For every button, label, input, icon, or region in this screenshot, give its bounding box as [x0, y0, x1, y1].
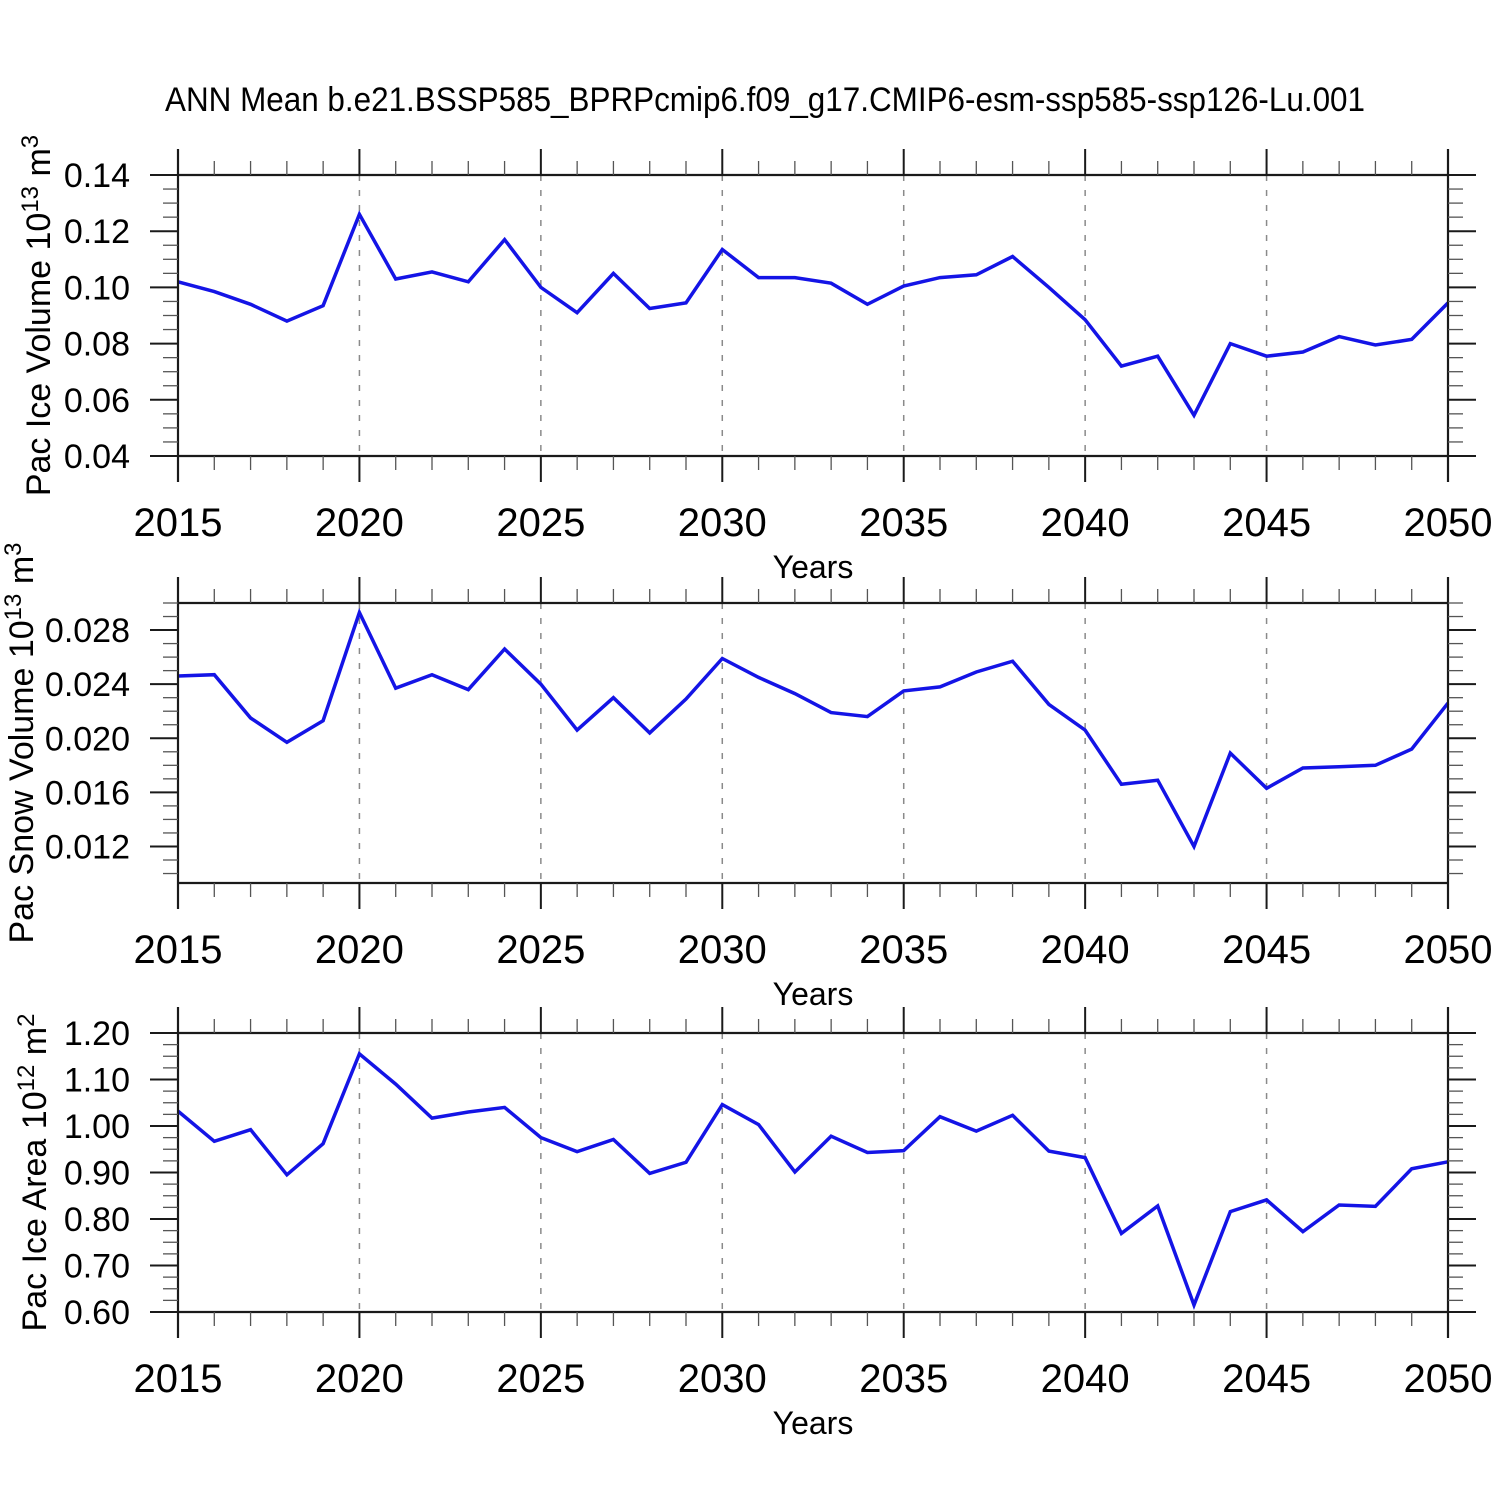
y-axis-title: Pac Snow Volume 1013 m3 [0, 542, 41, 943]
y-tick-label: 0.028 [45, 612, 130, 650]
x-tick-label: 2015 [134, 928, 223, 972]
x-tick-label: 2025 [496, 501, 585, 545]
y-ticks [150, 602, 1476, 875]
x-axis-title: Years [773, 976, 854, 1012]
y-tick-label: 0.012 [45, 828, 130, 866]
x-axis-title: Years [773, 1405, 854, 1441]
y-tick-label: 0.90 [64, 1155, 130, 1193]
chart-pac-snow-volume: 0.012 0.016 0.020 0.024 0.028 2015 2020 2025 203… [0, 542, 1492, 1012]
chart-pac-ice-volume: 0.04 0.06 0.08 0.10 0.12 0.14 2015 2020 2025 2030… [17, 135, 1492, 585]
y-axis-title-superscript: 12 [13, 1065, 40, 1092]
y-axis-title-text: m [3, 556, 41, 594]
x-tick-label: 2040 [1041, 501, 1130, 545]
x-axis-title: Years [773, 549, 854, 585]
x-tick-label: 2025 [496, 928, 585, 972]
x-tick-label: 2030 [678, 1357, 767, 1401]
y-axis-title-superscript: 3 [17, 135, 44, 148]
y-tick-label: 1.10 [64, 1062, 130, 1100]
x-ticks [213, 577, 1413, 909]
y-axis-title: Pac Ice Volume 1013 m3 [17, 135, 58, 496]
x-tick-label: 2050 [1404, 501, 1493, 545]
y-tick-label: 0.12 [64, 213, 130, 251]
y-axis-title-superscript: 13 [0, 594, 27, 621]
figure-title: ANN Mean b.e21.BSSP585_BPRPcmip6.f09_g17… [165, 81, 1365, 119]
data-line [176, 1051, 1449, 1310]
y-axis-title-superscript: 3 [0, 542, 27, 555]
y-tick-label: 0.06 [64, 382, 130, 420]
y-axis-title-text: m [16, 1027, 54, 1065]
y-axis-title-text: Pac Snow Volume 10 [3, 620, 41, 943]
y-tick-label: 1.20 [64, 1015, 130, 1053]
data-line [177, 210, 1450, 419]
x-tick-label: 2025 [496, 1357, 585, 1401]
y-axis-title: Pac Ice Area 1012 m2 [13, 1014, 54, 1332]
y-axis-title-text: Pac Ice Volume 10 [20, 213, 58, 497]
x-tick-label: 2015 [134, 501, 223, 545]
y-tick-label: 0.10 [64, 269, 130, 307]
x-tick-label: 2035 [859, 501, 948, 545]
x-tick-label: 2045 [1222, 501, 1311, 545]
y-tick-label: 0.14 [64, 157, 130, 195]
y-axis-title-text: m [20, 148, 58, 186]
y-tick-label: 0.024 [45, 666, 130, 704]
y-tick-label: 0.04 [64, 438, 130, 476]
x-tick-label: 2045 [1222, 928, 1311, 972]
x-tick-label: 2015 [134, 1357, 223, 1401]
x-tick-label: 2040 [1041, 928, 1130, 972]
x-tick-label: 2020 [315, 501, 404, 545]
x-tick-label: 2050 [1404, 928, 1493, 972]
x-ticks [213, 149, 1413, 482]
y-axis-title-text: Pac Ice Area 10 [16, 1091, 54, 1331]
y-tick-label: 0.020 [45, 720, 130, 758]
y-tick-label: 0.08 [64, 326, 130, 364]
gridlines [358, 175, 1268, 456]
x-tick-label: 2020 [315, 928, 404, 972]
x-tick-label: 2030 [678, 928, 767, 972]
x-ticks [213, 1007, 1413, 1338]
y-ticks [150, 174, 1476, 457]
chart-pac-ice-area: 0.60 0.70 0.80 0.90 1.00 1.10 1.20 2015 2020 2025… [13, 1007, 1492, 1441]
x-tick-label: 2045 [1222, 1357, 1311, 1401]
y-tick-label: 0.016 [45, 774, 130, 812]
y-tick-label: 1.00 [64, 1108, 130, 1146]
y-axis-title-superscript: 13 [17, 186, 44, 213]
y-tick-label: 0.60 [64, 1294, 130, 1332]
y-tick-label: 0.70 [64, 1248, 130, 1286]
x-tick-label: 2035 [859, 928, 948, 972]
x-tick-label: 2030 [678, 501, 767, 545]
y-tick-label: 0.80 [64, 1201, 130, 1239]
data-line [177, 607, 1450, 851]
x-tick-label: 2050 [1404, 1357, 1493, 1401]
x-tick-label: 2035 [859, 1357, 948, 1401]
x-tick-label: 2040 [1041, 1357, 1130, 1401]
y-axis-title-superscript: 2 [13, 1014, 40, 1027]
x-tick-label: 2020 [315, 1357, 404, 1401]
y-ticks [150, 1032, 1476, 1313]
gridlines [358, 1033, 1268, 1312]
gridlines [358, 603, 1268, 883]
